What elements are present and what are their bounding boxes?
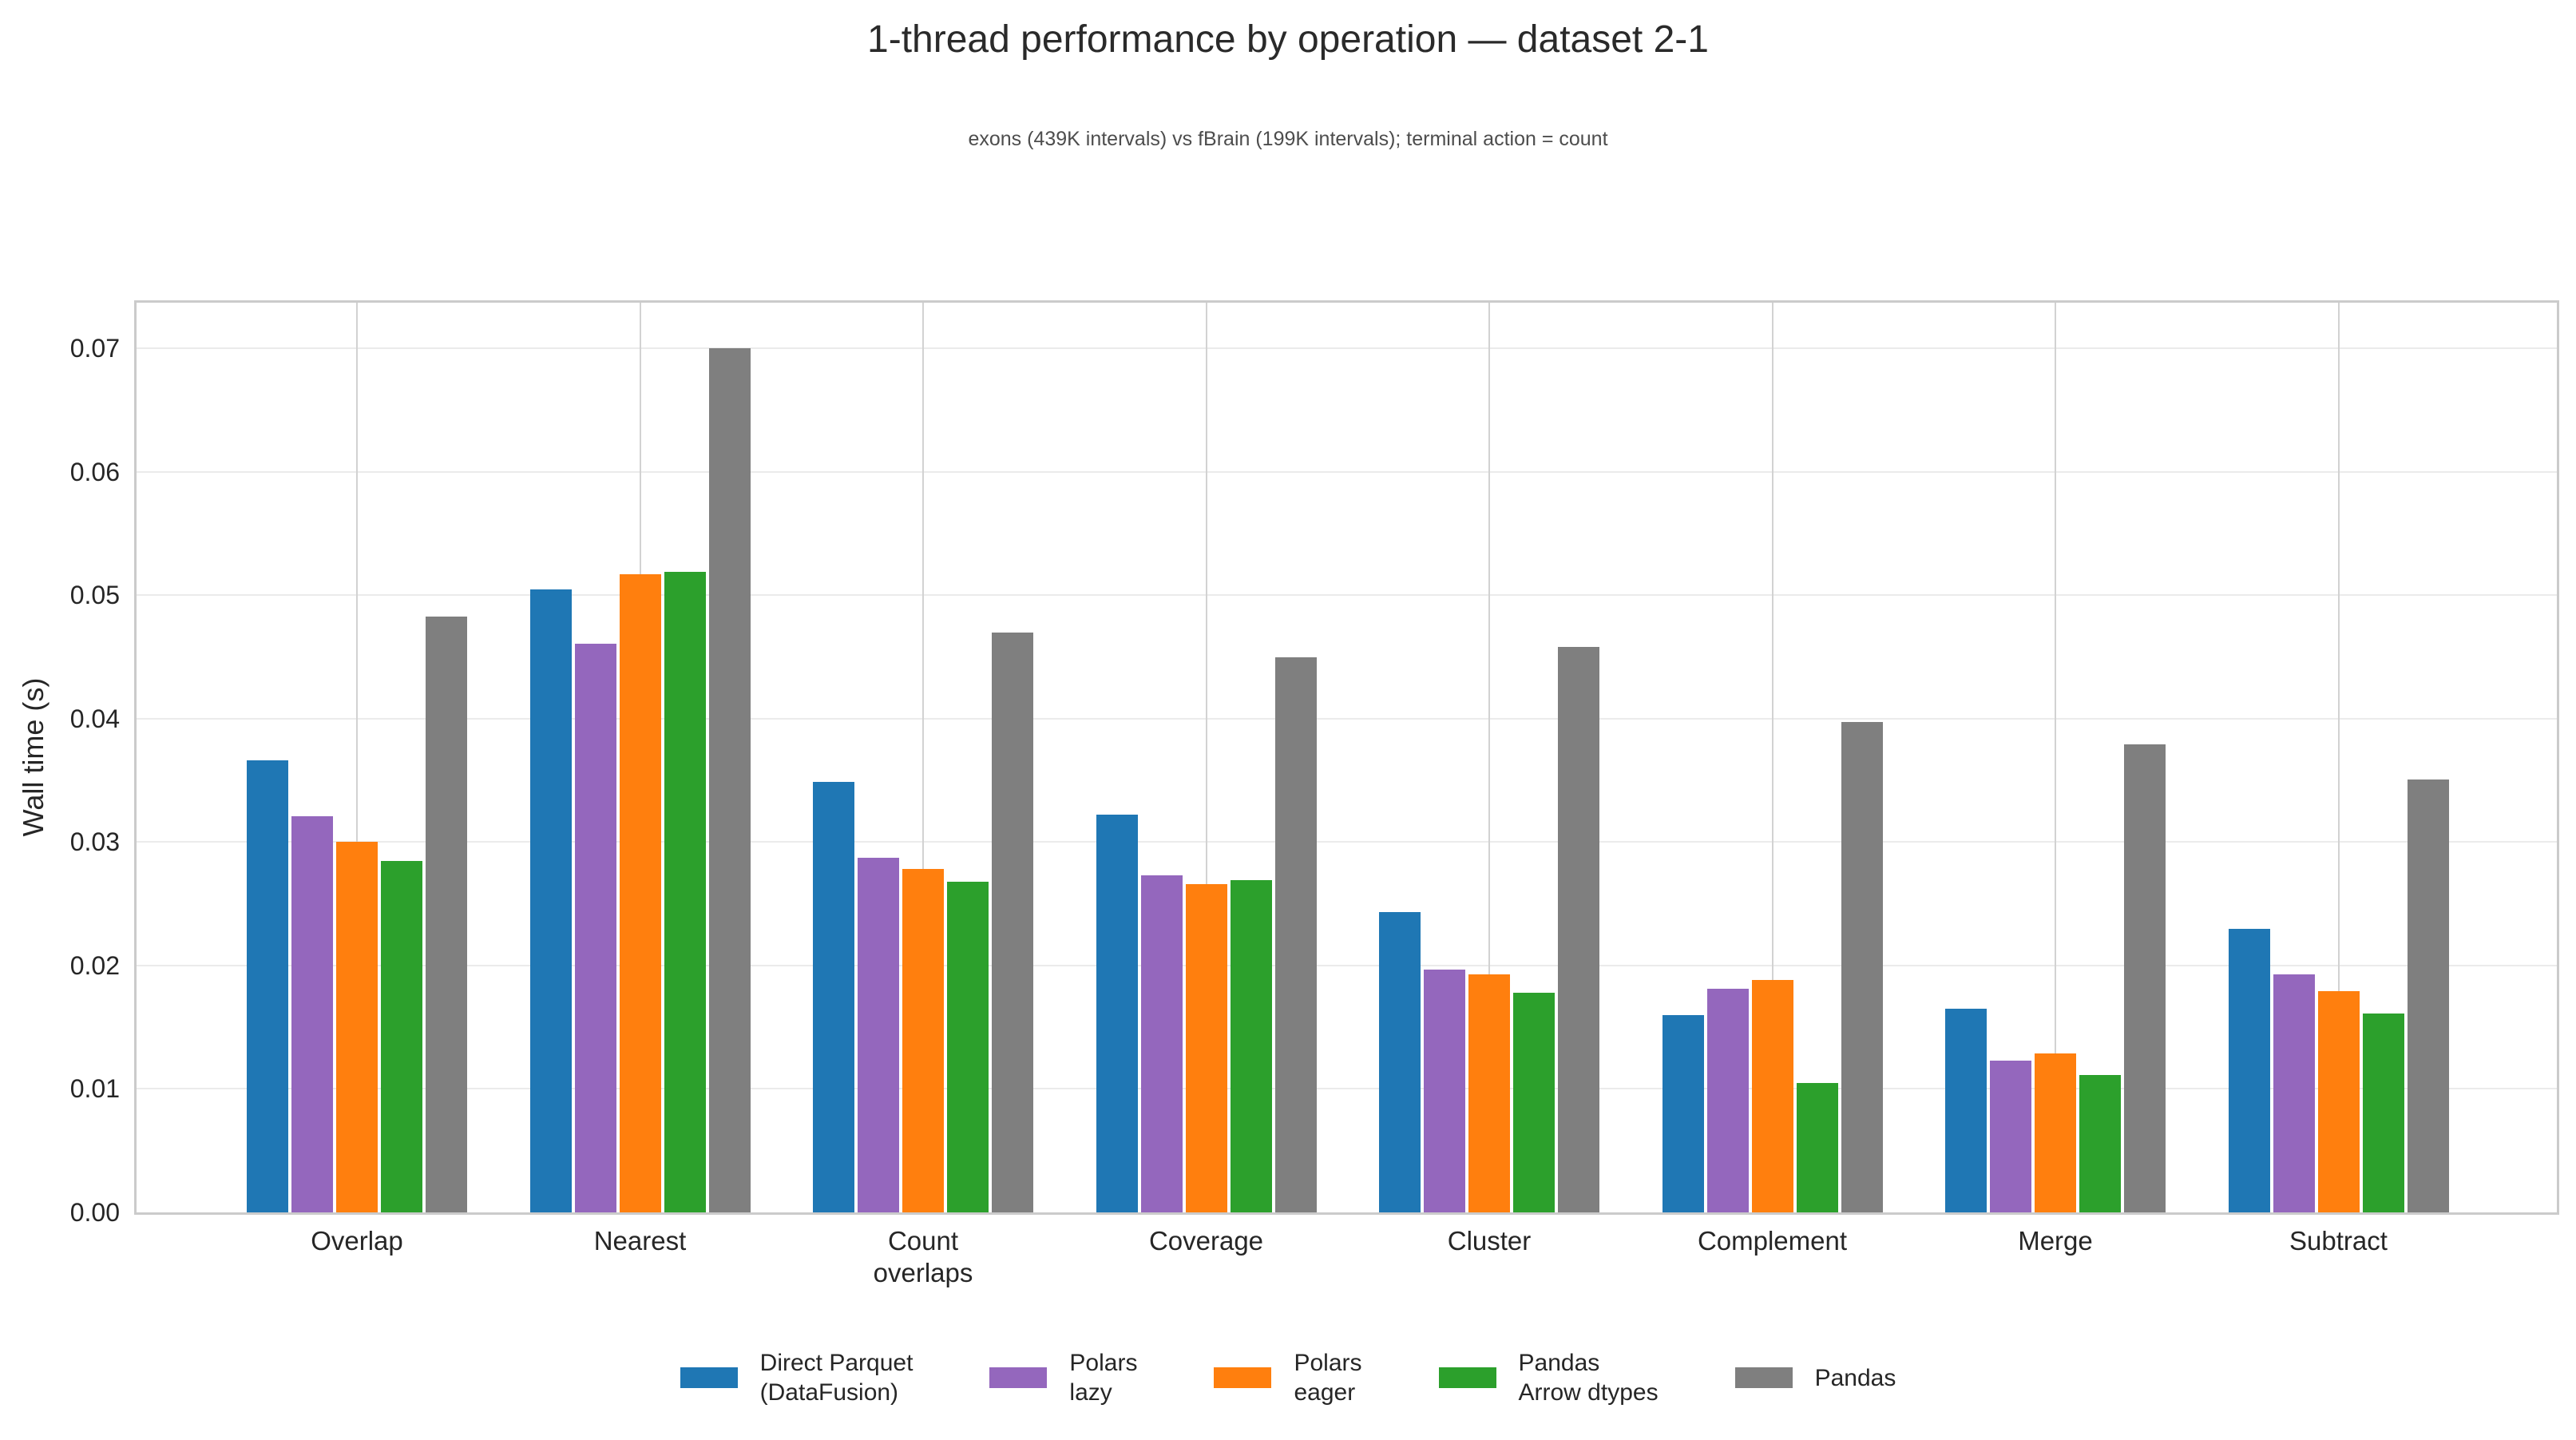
bar (1796, 1082, 1838, 1212)
chart-title: 1-thread performance by operation — data… (867, 18, 1709, 61)
bar (664, 571, 706, 1212)
h-gridline (137, 841, 2557, 843)
h-gridline (137, 594, 2557, 597)
x-tick-label: Nearest (593, 1226, 687, 1256)
bar (2273, 974, 2315, 1212)
h-gridline (137, 964, 2557, 966)
bar (381, 860, 422, 1212)
bar (336, 842, 378, 1212)
bar (2035, 1053, 2076, 1212)
bar (247, 760, 288, 1212)
x-tick-label: Merge (2018, 1226, 2093, 1256)
x-tick-label: Overlap (311, 1226, 403, 1256)
bar (1230, 880, 1272, 1212)
bar (574, 643, 616, 1212)
legend-label: Pandas (1814, 1364, 1896, 1391)
h-gridline (137, 347, 2557, 350)
bar (1841, 722, 1883, 1212)
bar (813, 781, 854, 1212)
y-tick-label: 0.05 (69, 581, 120, 610)
legend-label: Pandas Arrow dtypes (1518, 1350, 1659, 1406)
plot-area (134, 300, 2559, 1215)
bar (1558, 647, 1599, 1212)
chart-subtitle: exons (439K intervals) vs fBrain (199K i… (968, 128, 1608, 150)
y-tick-label: 0.00 (69, 1198, 120, 1227)
legend-label: Polars lazy (1069, 1350, 1138, 1406)
v-gridline (922, 303, 924, 1212)
v-gridline (2055, 303, 2056, 1212)
bar (858, 858, 899, 1212)
bar (2228, 928, 2270, 1212)
bar (2124, 744, 2166, 1212)
legend: Direct Parquet (DataFusion) Polars lazy Po… (0, 1348, 2576, 1407)
v-gridline (2337, 303, 2340, 1212)
y-tick-label: 0.04 (69, 704, 120, 733)
bar (1513, 992, 1555, 1212)
bar (1468, 974, 1510, 1212)
h-gridline (137, 717, 2557, 720)
h-gridline (137, 470, 2557, 473)
bar (1096, 815, 1138, 1212)
y-tick-label: 0.01 (69, 1074, 120, 1104)
legend-swatch (1214, 1367, 1272, 1388)
h-gridline (137, 1088, 2557, 1090)
bar (426, 616, 467, 1212)
x-tick-label: Complement (1697, 1226, 1848, 1256)
legend-item: Polars lazy (989, 1348, 1137, 1407)
bar (1274, 657, 1317, 1212)
bar (1379, 912, 1421, 1212)
bar (1185, 883, 1227, 1212)
legend-label: Direct Parquet (DataFusion) (759, 1350, 913, 1406)
legend-swatch (1438, 1367, 1496, 1388)
x-tick-label: Subtract (2289, 1226, 2388, 1256)
y-tick-label: 0.03 (69, 827, 120, 857)
y-axis-label: Wall time (s) (17, 677, 50, 837)
bar (619, 574, 661, 1212)
legend-item: Pandas (1734, 1363, 1896, 1393)
bar (902, 869, 944, 1212)
y-tick-label: 0.06 (69, 457, 120, 486)
v-gridline (1488, 303, 1490, 1212)
bar (291, 815, 333, 1212)
bar (1140, 875, 1183, 1212)
y-tick-label: 0.02 (69, 950, 120, 980)
legend-item: Polars eager (1214, 1348, 1362, 1407)
legend-label: Polars eager (1294, 1350, 1362, 1406)
v-gridline (1205, 303, 1207, 1212)
legend-swatch (1734, 1367, 1793, 1388)
bar (947, 881, 989, 1212)
x-tick-label: Coverage (1148, 1226, 1264, 1256)
bar (2362, 1014, 2404, 1212)
bar (1990, 1060, 2031, 1212)
bar (529, 589, 572, 1212)
v-gridline (356, 303, 358, 1212)
bar (2317, 991, 2360, 1212)
bar (992, 632, 1033, 1212)
bar (2079, 1075, 2121, 1212)
bar (1706, 989, 1749, 1212)
bar (1945, 1009, 1987, 1212)
legend-swatch (680, 1367, 738, 1388)
bar (1424, 969, 1465, 1212)
y-tick-label: 0.07 (69, 334, 120, 363)
x-tick-label: Cluster (1447, 1226, 1532, 1256)
legend-item: Direct Parquet (DataFusion) (680, 1348, 913, 1407)
bar (1751, 980, 1793, 1212)
bar (708, 348, 751, 1212)
legend-swatch (989, 1367, 1048, 1388)
legend-item: Pandas Arrow dtypes (1438, 1348, 1659, 1407)
v-gridline (1771, 303, 1773, 1212)
bar (2407, 779, 2449, 1212)
bar (1662, 1014, 1704, 1212)
x-tick-label: Count overlaps (873, 1226, 973, 1287)
